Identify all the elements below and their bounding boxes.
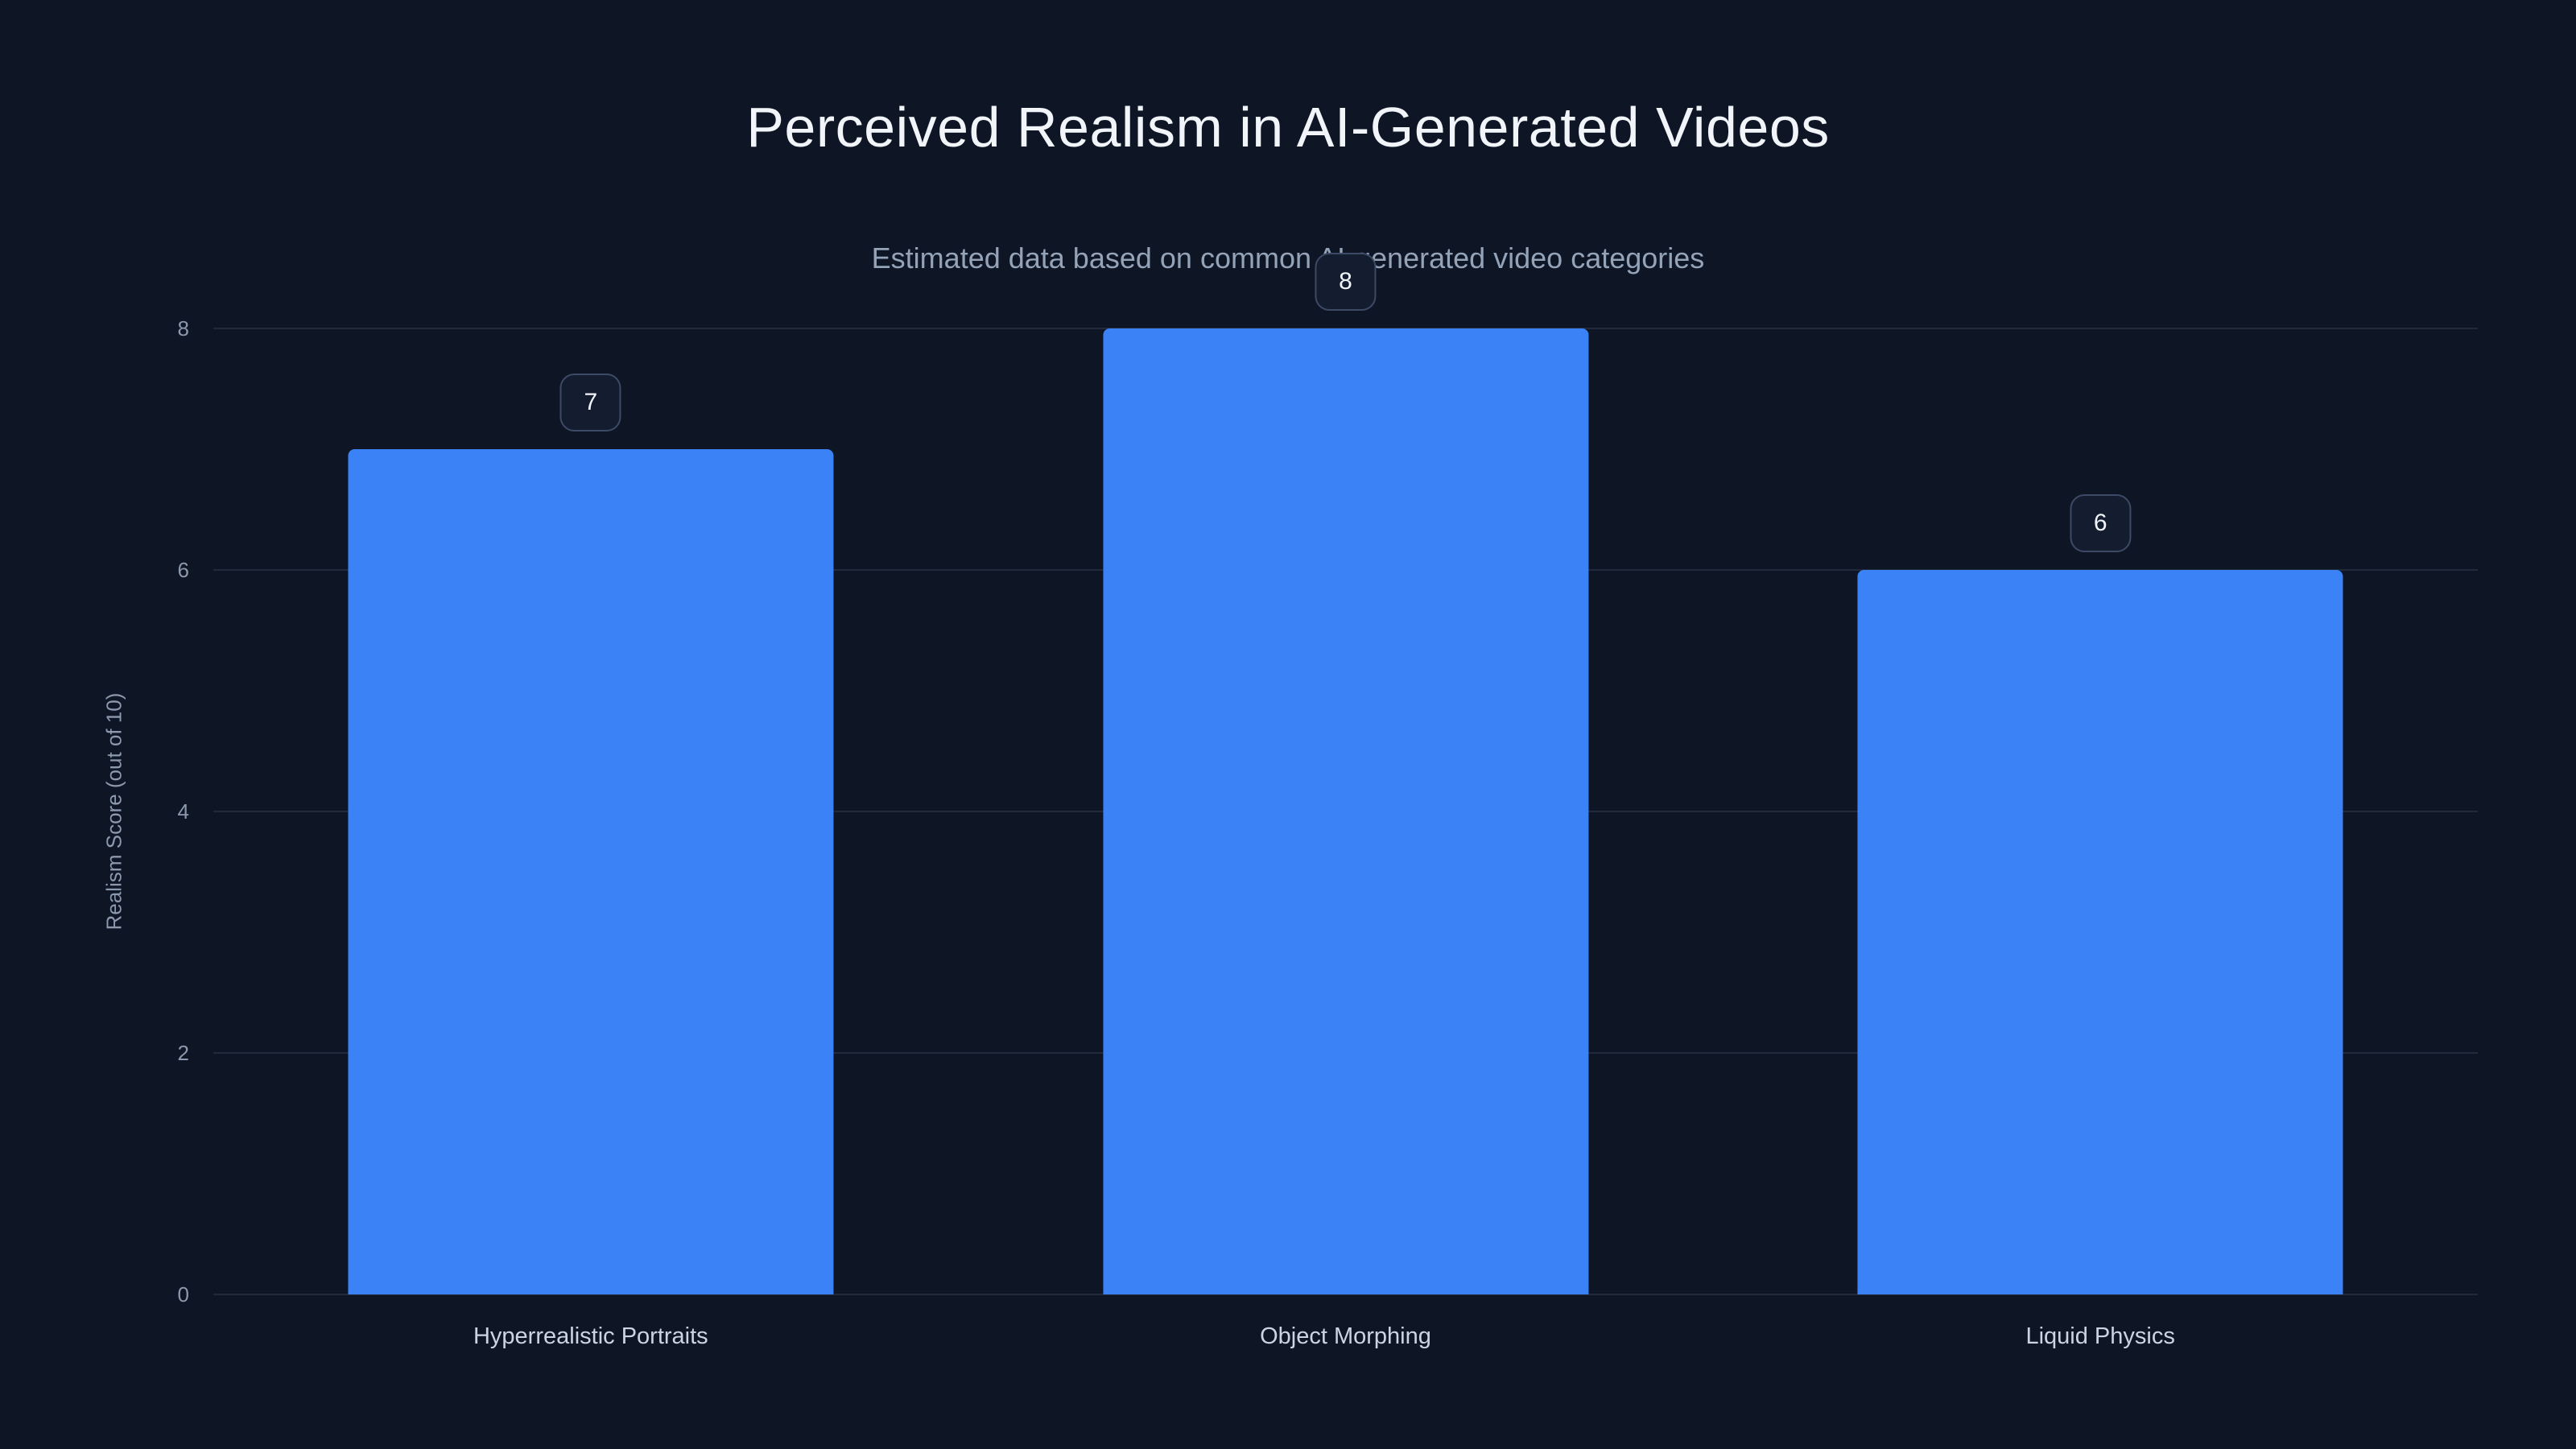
y-tick-label-6: 6	[177, 558, 189, 582]
bar-0: 7	[348, 374, 834, 1294]
y-axis-ticks: 0 2 4 6 8	[178, 318, 2478, 1305]
value-label-0: 7	[559, 374, 621, 431]
x-category-label-2: Liquid Physics	[2025, 1323, 2175, 1349]
y-tick-label-2: 2	[177, 1041, 189, 1065]
y-tick-label-4: 4	[177, 799, 189, 824]
gridline-y-0	[213, 1294, 2478, 1295]
bar-2: 6	[1857, 494, 2343, 1294]
y-tick-label-8: 8	[177, 316, 189, 341]
value-label-2: 6	[2070, 494, 2132, 552]
y-tick-label-0: 0	[177, 1282, 189, 1307]
bars-container: 7 8 6	[213, 253, 2478, 1294]
x-category-label-1: Object Morphing	[1260, 1323, 1431, 1349]
y-axis-title: Realism Score (out of 10)	[101, 692, 126, 931]
plot-area: 0 2 4 6 8 7 8 6	[178, 253, 2478, 1305]
bar-1: 8	[1102, 253, 1589, 1294]
value-label-1: 8	[1315, 253, 1377, 311]
x-category-label-0: Hyperrealistic Portraits	[473, 1323, 708, 1349]
chart-subtitle: Estimated data based on common AI-genera…	[871, 242, 1705, 275]
chart-title: Perceived Realism in AI-Generated Videos	[746, 96, 1830, 159]
x-axis-labels: Hyperrealistic Portraits Object Morphing L…	[213, 1323, 2478, 1372]
